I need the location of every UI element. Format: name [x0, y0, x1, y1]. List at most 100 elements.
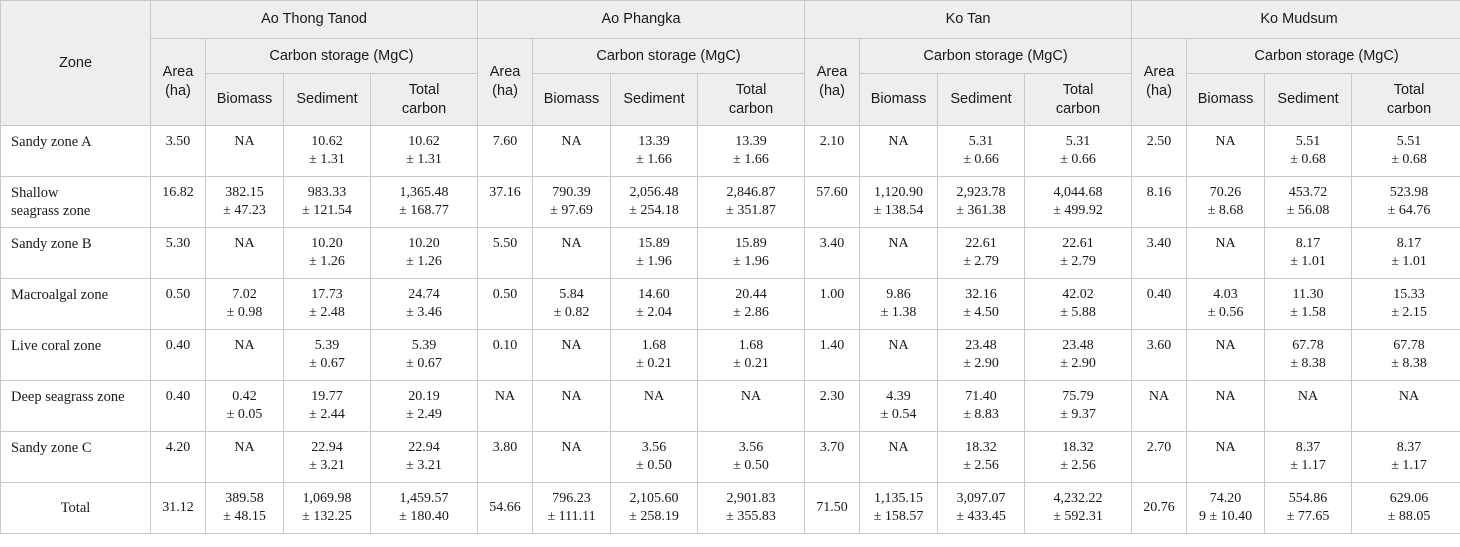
area-cell: 1.40: [804, 329, 861, 381]
value-line: NA: [234, 236, 255, 251]
value-line: 5.84: [559, 287, 584, 302]
value-line: NA: [561, 134, 582, 149]
zone-cell: Macroalgal zone: [0, 278, 151, 330]
value-line: 8.17: [1396, 236, 1422, 251]
total-carbon-header: Total carbon: [1024, 73, 1133, 126]
area-header-line: Area: [1143, 64, 1175, 80]
biomass-cell: NA: [532, 227, 612, 279]
value-line: NA: [1215, 134, 1236, 149]
value-line: NA: [561, 236, 582, 251]
value-line: ± 3.46: [406, 305, 442, 320]
value-line: 4.03: [1213, 287, 1238, 302]
value-line: 23.48: [1062, 338, 1094, 353]
zone-name: Macroalgal zone: [11, 287, 109, 303]
value-line: ± 0.82: [553, 305, 590, 320]
value-line: NA: [888, 134, 909, 149]
value-line: 32.16: [965, 287, 997, 302]
value-line: 1.68: [641, 338, 667, 353]
area-header-line: Area: [162, 64, 194, 80]
carbon-storage-table: Zone Ao Thong Tanod Ao Phangka Ko Tan Ko…: [0, 0, 1460, 534]
total-carbon-cell: 20.44 ± 2.86: [697, 278, 806, 330]
area-cell: 71.50: [804, 482, 861, 534]
sediment-header: Sediment: [937, 73, 1026, 126]
value-line: 10.20: [311, 236, 343, 251]
value-line: 22.94: [311, 440, 343, 455]
value-line: 23.48: [965, 338, 997, 353]
value-line: 13.39: [638, 134, 670, 149]
zone-cell: Sandy zone C: [0, 431, 151, 483]
value-line: ± 88.05: [1387, 509, 1431, 524]
value-line: ± 2.04: [636, 305, 672, 320]
sediment-cell: 2,056.48 ± 254.18: [610, 176, 699, 228]
biomass-cell: NA: [532, 380, 612, 432]
area-cell: 1.00: [804, 278, 861, 330]
biomass-cell: 4.03 ± 0.56: [1186, 278, 1266, 330]
value-line: NA: [234, 338, 255, 353]
zone-cell: Sandy zone B: [0, 227, 151, 279]
total-carbon-header-line: Total: [1062, 81, 1094, 98]
value-line: NA: [1215, 389, 1236, 404]
total-carbon-cell: 1,365.48 ± 168.77: [369, 176, 479, 228]
value-line: 5.51: [1396, 134, 1422, 149]
total-carbon-cell: 10.62 ± 1.31: [369, 125, 479, 177]
area-cell: 31.12: [150, 482, 206, 534]
value-line: ± 592.31: [1053, 509, 1103, 524]
value-line: NA: [1297, 389, 1319, 404]
area-cell: 3.50: [150, 125, 206, 177]
total-carbon-header: Total carbon: [1351, 73, 1460, 126]
value-line: ± 132.25: [302, 509, 352, 524]
value-line: ± 56.08: [1286, 203, 1330, 218]
value-line: NA: [1215, 440, 1236, 455]
value-line: 0.42: [232, 389, 257, 404]
value-line: ± 1.17: [1391, 458, 1427, 473]
area-cell: 3.40: [1131, 227, 1188, 279]
value-line: ± 1.01: [1290, 254, 1326, 269]
sediment-header: Sediment: [1264, 73, 1353, 126]
value-line: 20.44: [735, 287, 767, 302]
value-line: 15.33: [1393, 287, 1425, 302]
area-header: Area (ha): [150, 38, 206, 126]
sediment-cell: 18.32 ± 2.56: [937, 431, 1026, 483]
area-cell: 16.82: [150, 176, 206, 228]
area-cell: 20.76: [1131, 482, 1188, 534]
value-line: 2,846.87: [726, 185, 776, 200]
biomass-cell: 1,135.15 ± 158.57: [859, 482, 939, 534]
biomass-cell: NA: [532, 431, 612, 483]
sediment-cell: 3,097.07 ± 433.45: [937, 482, 1026, 534]
area-cell: 3.40: [804, 227, 861, 279]
total-carbon-cell: 523.98 ± 64.76: [1351, 176, 1460, 228]
value-line: 4,044.68: [1053, 185, 1103, 200]
area-cell: 0.10: [477, 329, 534, 381]
value-line: 2,056.48: [629, 185, 679, 200]
total-carbon-cell: 10.20 ± 1.26: [369, 227, 479, 279]
value-line: ± 138.54: [873, 203, 924, 218]
value-line: ± 499.92: [1053, 203, 1103, 218]
value-line: 22.94: [408, 440, 440, 455]
value-line: 22.61: [1062, 236, 1094, 251]
area-cell: 0.40: [1131, 278, 1188, 330]
value-line: 19.77: [311, 389, 343, 404]
value-line: ± 0.54: [880, 407, 917, 422]
value-line: 5.51: [1295, 134, 1321, 149]
value-line: ± 64.76: [1387, 203, 1431, 218]
value-line: 3,097.07: [956, 491, 1006, 506]
header-row-columns: Biomass Sediment Total carbon Biomass Sedimen…: [1, 73, 1460, 126]
total-carbon-cell: 22.94 ± 3.21: [369, 431, 479, 483]
value-line: 10.20: [408, 236, 440, 251]
header-row-sites: Zone Ao Thong Tanod Ao Phangka Ko Tan Ko…: [0, 0, 1460, 126]
value-line: 22.61: [965, 236, 997, 251]
total-carbon-cell: NA: [1351, 380, 1460, 432]
total-carbon-header: Total carbon: [697, 73, 806, 126]
total-carbon-cell: 23.48 ± 2.90: [1024, 329, 1133, 381]
total-carbon-header-line: carbon: [1055, 100, 1101, 117]
biomass-cell: NA: [859, 329, 939, 381]
value-line: 2,901.83: [726, 491, 776, 506]
value-line: ± 0.67: [406, 356, 442, 371]
value-line: 2,923.78: [956, 185, 1006, 200]
carbon-storage-header: Carbon storage (MgC): [1186, 38, 1460, 74]
value-line: 453.72: [1288, 185, 1328, 200]
value-line: ± 2.44: [309, 407, 345, 422]
value-line: ± 0.21: [636, 356, 672, 371]
value-line: ± 351.87: [726, 203, 776, 218]
header-row-groups: Area (ha) Carbon storage (MgC) Area (ha) Carb…: [1, 38, 1460, 126]
